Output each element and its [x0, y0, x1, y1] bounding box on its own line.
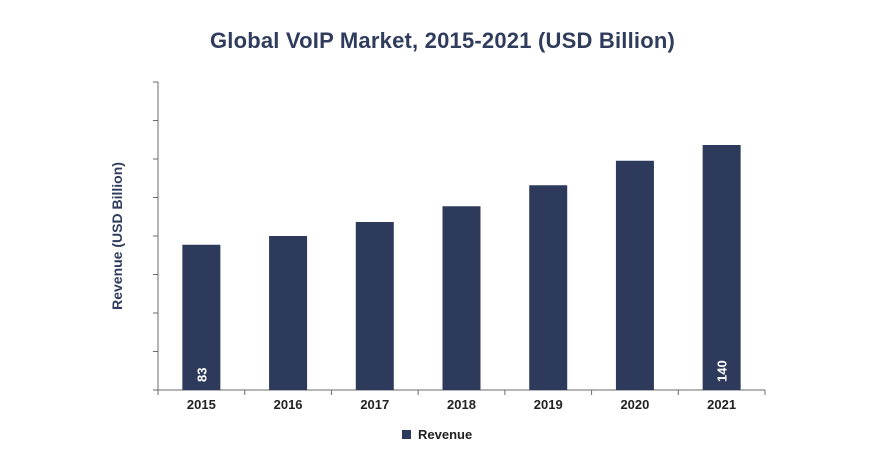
x-tick-label-2017: 2017: [360, 397, 389, 412]
bar-2016: [269, 236, 308, 390]
x-tick-label-2020: 2020: [620, 397, 649, 412]
legend-swatch: [402, 430, 411, 439]
bar-2015: [182, 244, 221, 390]
legend: Revenue: [402, 427, 472, 442]
chart-title: Global VoIP Market, 2015-2021 (USD Billi…: [209, 28, 676, 53]
x-tick-label-2021: 2021: [707, 397, 736, 412]
x-tick-label-2016: 2016: [274, 397, 303, 412]
bar-2021: [702, 145, 741, 390]
bars: [182, 145, 741, 390]
legend-label: Revenue: [418, 427, 472, 442]
x-tick-label-2018: 2018: [447, 397, 476, 412]
data-labels: 83 140: [194, 360, 729, 382]
data-label-2021: 140: [715, 360, 730, 382]
y-axis-label-group: Revenue (USD Billion): [109, 162, 125, 310]
bar-2020: [615, 160, 654, 390]
x-tick-label-2019: 2019: [534, 397, 563, 412]
bar-2018: [442, 206, 481, 390]
bar-2017: [355, 222, 394, 390]
x-tick-labels: 2015 2016 2017 2018 2019 2020 2021: [187, 397, 736, 412]
x-tick-label-2015: 2015: [187, 397, 216, 412]
data-label-2015: 83: [194, 368, 209, 382]
y-axis-label: Revenue (USD Billion): [109, 162, 125, 310]
bar-2019: [529, 185, 568, 390]
